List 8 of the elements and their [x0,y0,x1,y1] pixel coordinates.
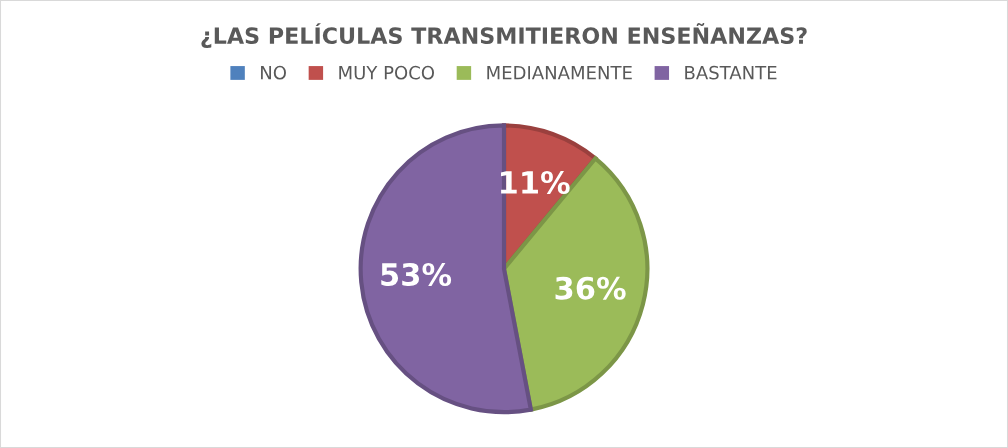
legend-label: NO [261,65,286,80]
legend-label: MUY POCO [339,65,435,80]
legend-label: BASTANTE [685,65,777,80]
chart-title: ¿LAS PELÍCULAS TRANSMITIERON ENSEÑANZAS? [201,23,807,49]
data-label: 36% [555,276,626,300]
data-label: 11% [500,170,570,195]
data-label: 53% [381,262,452,287]
legend-label: MEDIANAMENTE [487,66,632,80]
